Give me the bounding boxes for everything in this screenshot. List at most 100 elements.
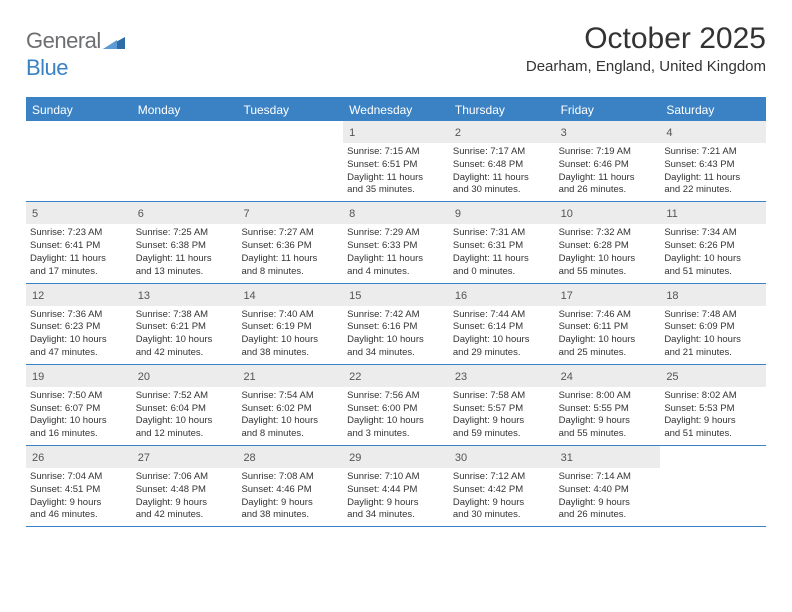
day-info: Sunrise: 7:32 AMSunset: 6:28 PMDaylight:…	[559, 227, 657, 278]
daynum-band: 14	[237, 284, 343, 306]
day-number: 4	[666, 127, 672, 139]
day-cell: 10Sunrise: 7:32 AMSunset: 6:28 PMDayligh…	[555, 202, 661, 282]
day-cell: 15Sunrise: 7:42 AMSunset: 6:16 PMDayligh…	[343, 284, 449, 364]
info-line: Sunset: 6:33 PM	[347, 240, 445, 253]
day-number: 15	[349, 290, 361, 302]
day-number: 1	[349, 127, 355, 139]
info-line: Sunrise: 7:10 AM	[347, 471, 445, 484]
info-line: and 34 minutes.	[347, 509, 445, 522]
day-number: 22	[349, 371, 361, 383]
day-number: 25	[666, 371, 678, 383]
info-line: Sunrise: 7:48 AM	[664, 309, 762, 322]
dayhead-sun: Sunday	[26, 99, 132, 121]
calendar-page: GeneralBlue October 2025 Dearham, Englan…	[0, 0, 792, 527]
daynum-band: 21	[237, 365, 343, 387]
day-cell: 25 Sunrise: 8:02 AMSunset: 5:53 PMDayligh…	[660, 365, 766, 445]
day-number: 20	[138, 371, 150, 383]
info-line: Sunrise: 7:52 AM	[136, 390, 234, 403]
day-info: Sunrise: 7:29 AMSunset: 6:33 PMDaylight:…	[347, 227, 445, 278]
info-line: Daylight: 11 hours	[664, 172, 762, 185]
info-line: Daylight: 10 hours	[347, 415, 445, 428]
day-number: 7	[243, 208, 249, 220]
daynum-band: 7	[237, 202, 343, 224]
info-line: and 4 minutes.	[347, 266, 445, 279]
day-info: Sunrise: 8:02 AMSunset: 5:53 PMDaylight:…	[664, 390, 762, 441]
daynum-band: 17	[555, 284, 661, 306]
info-line: Sunset: 4:51 PM	[30, 484, 128, 497]
daynum-band: 24	[555, 365, 661, 387]
info-line: Daylight: 11 hours	[559, 172, 657, 185]
info-line: Sunrise: 7:06 AM	[136, 471, 234, 484]
info-line: Sunrise: 7:14 AM	[559, 471, 657, 484]
day-header-row: Sunday Monday Tuesday Wednesday Thursday…	[26, 99, 766, 121]
info-line: Sunset: 6:36 PM	[241, 240, 339, 253]
day-info: Sunrise: 7:38 AMSunset: 6:21 PMDaylight:…	[136, 309, 234, 360]
daynum-band	[660, 446, 766, 450]
info-line: and 35 minutes.	[347, 184, 445, 197]
day-info: Sunrise: 7:14 AMSunset: 4:40 PMDaylight:…	[559, 471, 657, 522]
info-line: Sunrise: 7:42 AM	[347, 309, 445, 322]
info-line: Sunset: 6:51 PM	[347, 159, 445, 172]
day-info: Sunrise: 7:48 AMSunset: 6:09 PMDaylight:…	[664, 309, 762, 360]
day-cell: 17Sunrise: 7:46 AMSunset: 6:11 PMDayligh…	[555, 284, 661, 364]
info-line: Sunrise: 7:08 AM	[241, 471, 339, 484]
day-number: 31	[561, 452, 573, 464]
info-line: Daylight: 11 hours	[347, 172, 445, 185]
info-line: Sunrise: 7:32 AM	[559, 227, 657, 240]
daynum-band: 11	[660, 202, 766, 224]
info-line: and 17 minutes.	[30, 266, 128, 279]
info-line: Daylight: 10 hours	[453, 334, 551, 347]
day-cell: 21Sunrise: 7:54 AMSunset: 6:02 PMDayligh…	[237, 365, 343, 445]
dayhead-wed: Wednesday	[343, 99, 449, 121]
info-line: Sunset: 6:11 PM	[559, 321, 657, 334]
info-line: and 13 minutes.	[136, 266, 234, 279]
day-info: Sunrise: 7:56 AMSunset: 6:00 PMDaylight:…	[347, 390, 445, 441]
day-info: Sunrise: 8:00 AMSunset: 5:55 PMDaylight:…	[559, 390, 657, 441]
info-line: Sunset: 4:40 PM	[559, 484, 657, 497]
info-line: Sunset: 6:43 PM	[664, 159, 762, 172]
info-line: Sunset: 6:14 PM	[453, 321, 551, 334]
info-line: Sunset: 6:38 PM	[136, 240, 234, 253]
info-line: Sunrise: 7:38 AM	[136, 309, 234, 322]
daynum-band: 19	[26, 365, 132, 387]
day-number: 18	[666, 290, 678, 302]
info-line: Sunrise: 7:12 AM	[453, 471, 551, 484]
info-line: Sunrise: 7:21 AM	[664, 146, 762, 159]
day-cell: 3Sunrise: 7:19 AMSunset: 6:46 PMDaylight…	[555, 121, 661, 201]
day-number: 9	[455, 208, 461, 220]
day-number: 8	[349, 208, 355, 220]
daynum-band: 23	[449, 365, 555, 387]
info-line: Daylight: 11 hours	[136, 253, 234, 266]
day-cell	[237, 121, 343, 201]
daynum-band: 8	[343, 202, 449, 224]
day-info: Sunrise: 7:23 AMSunset: 6:41 PMDaylight:…	[30, 227, 128, 278]
info-line: Sunset: 6:19 PM	[241, 321, 339, 334]
info-line: and 8 minutes.	[241, 428, 339, 441]
info-line: and 29 minutes.	[453, 347, 551, 360]
info-line: Daylight: 10 hours	[136, 415, 234, 428]
info-line: Daylight: 11 hours	[453, 172, 551, 185]
day-info: Sunrise: 7:36 AMSunset: 6:23 PMDaylight:…	[30, 309, 128, 360]
day-cell: 5Sunrise: 7:23 AMSunset: 6:41 PMDaylight…	[26, 202, 132, 282]
info-line: Sunrise: 7:56 AM	[347, 390, 445, 403]
info-line: Sunset: 6:23 PM	[30, 321, 128, 334]
day-number: 23	[455, 371, 467, 383]
day-cell: 16Sunrise: 7:44 AMSunset: 6:14 PMDayligh…	[449, 284, 555, 364]
info-line: Sunset: 6:21 PM	[136, 321, 234, 334]
day-cell: 27Sunrise: 7:06 AMSunset: 4:48 PMDayligh…	[132, 446, 238, 526]
info-line: Sunset: 6:46 PM	[559, 159, 657, 172]
info-line: Sunset: 6:31 PM	[453, 240, 551, 253]
dayhead-thu: Thursday	[449, 99, 555, 121]
dayhead-sat: Saturday	[660, 99, 766, 121]
day-info: Sunrise: 7:44 AMSunset: 6:14 PMDaylight:…	[453, 309, 551, 360]
day-number: 24	[561, 371, 573, 383]
info-line: Sunrise: 7:34 AM	[664, 227, 762, 240]
daynum-band: 26	[26, 446, 132, 468]
info-line: Daylight: 10 hours	[559, 334, 657, 347]
info-line: Daylight: 9 hours	[347, 497, 445, 510]
daynum-band: 3	[555, 121, 661, 143]
info-line: Sunset: 6:02 PM	[241, 403, 339, 416]
info-line: Sunset: 6:09 PM	[664, 321, 762, 334]
info-line: and 3 minutes.	[347, 428, 445, 441]
info-line: Sunrise: 7:27 AM	[241, 227, 339, 240]
